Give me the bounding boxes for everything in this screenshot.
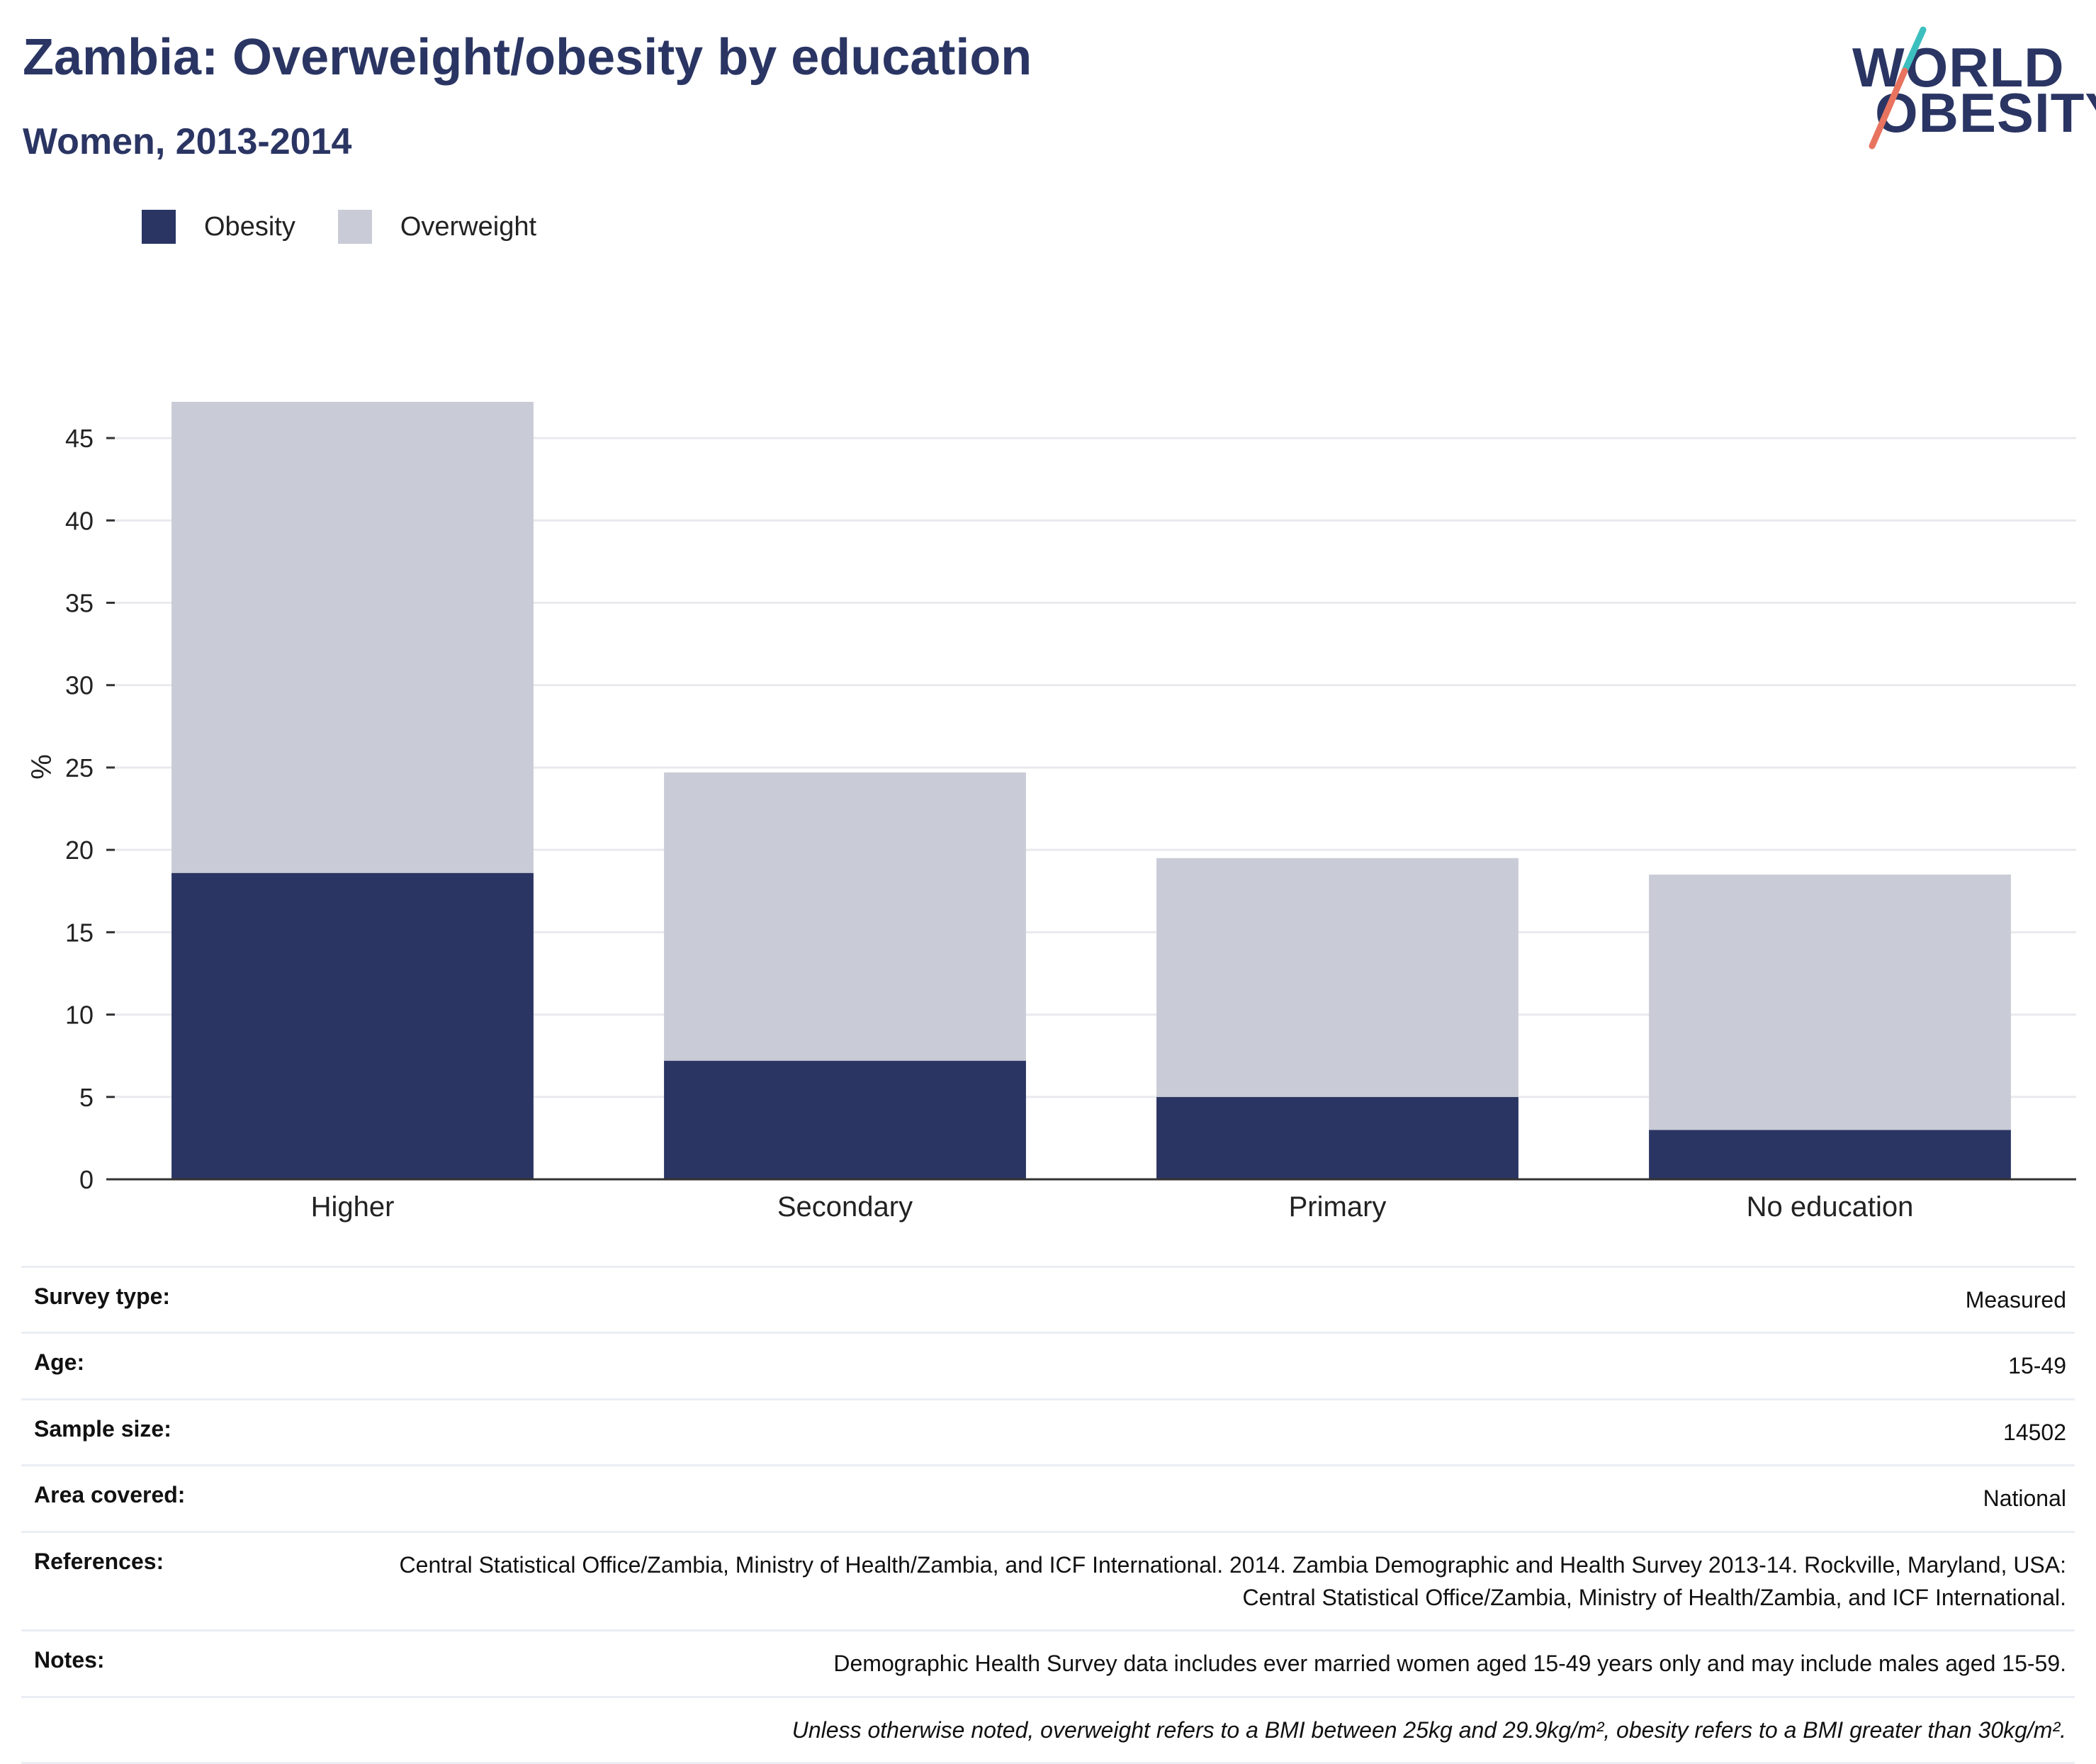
info-label: Notes: [34, 1647, 105, 1673]
info-label: Sample size: [34, 1415, 171, 1442]
legend-label-overweight: Overweight [400, 211, 537, 242]
legend-item-obesity[interactable]: Obesity [142, 210, 295, 244]
y-tick-label: 45 [65, 424, 94, 453]
y-tick-label: 0 [79, 1165, 94, 1194]
chart-subtitle: Women, 2013-2014 [23, 121, 352, 162]
footnote: Unless otherwise noted, overweight refer… [791, 1717, 2066, 1743]
bar-overweight-no-education [1649, 875, 2011, 1130]
info-row: Area covered: National [21, 1464, 2075, 1530]
info-value: Measured [1965, 1287, 2066, 1313]
info-row: Survey type: Measured [21, 1266, 2075, 1332]
world-obesity-logo: WORLD OBESITY [1842, 26, 2096, 153]
chart-legend: Obesity Overweight [142, 210, 579, 244]
legend-label-obesity: Obesity [204, 211, 295, 242]
x-tick-label: Primary [1289, 1191, 1387, 1223]
info-row: Age: 15-49 [21, 1332, 2075, 1398]
info-row: Sample size: 14502 [21, 1398, 2075, 1464]
y-axis-title: % [26, 754, 57, 780]
logo-slash-icon [1869, 26, 1927, 150]
x-tick-label: Higher [311, 1191, 395, 1223]
info-value: Central Statistical Office/Zambia, Minis… [399, 1551, 2066, 1610]
stacked-bar-chart: 0 5 10 15 20 25 30 35 40 45% Higher Secondary Primar… [26, 401, 2076, 1223]
bar-overweight-primary [1156, 858, 1519, 1097]
x-tick-label: Secondary [777, 1191, 913, 1223]
legend-swatch-overweight [337, 210, 372, 244]
y-tick-label: 15 [65, 918, 94, 947]
chart-title: Zambia: Overweight/obesity by education [23, 29, 1032, 86]
info-label: Area covered: [34, 1482, 186, 1508]
survey-info-table: Survey type: Measured Age: 15-49 Sample … [21, 1266, 2075, 1764]
y-tick-label: 35 [65, 589, 94, 618]
info-value: 15-49 [2008, 1353, 2066, 1379]
bar-obesity-higher [171, 872, 534, 1179]
info-row: Notes: Demographic Health Survey data in… [21, 1629, 2075, 1695]
y-tick-label: 5 [79, 1083, 94, 1112]
info-row-footnote: Unless otherwise noted, overweight refer… [21, 1695, 2075, 1764]
y-tick-label: 10 [65, 1001, 94, 1030]
y-tick-label: 25 [65, 753, 94, 782]
info-label: Age: [34, 1349, 85, 1376]
logo-line1: WORLD [1852, 36, 2065, 99]
legend-item-overweight[interactable]: Overweight [337, 210, 537, 244]
logo-line2: OBESITY [1875, 82, 2096, 144]
y-tick-label: 20 [65, 836, 94, 865]
info-label: References: [34, 1548, 164, 1574]
bar-obesity-primary [1156, 1096, 1519, 1179]
info-label: Survey type: [34, 1283, 171, 1309]
info-value: National [1983, 1485, 2066, 1512]
info-row: References: Central Statistical Office/Z… [21, 1530, 2075, 1630]
bar-overweight-secondary [664, 772, 1026, 1061]
y-tick-label: 40 [65, 506, 94, 535]
x-tick-label: No education [1747, 1191, 1914, 1223]
y-tick-label: 30 [65, 671, 94, 700]
legend-swatch-obesity [142, 210, 176, 244]
info-value: Demographic Health Survey data includes … [833, 1651, 2066, 1677]
bar-obesity-no-education [1649, 1130, 2011, 1179]
info-value: 14502 [2003, 1419, 2066, 1445]
bar-overweight-higher [171, 401, 534, 873]
bar-obesity-secondary [664, 1060, 1026, 1179]
